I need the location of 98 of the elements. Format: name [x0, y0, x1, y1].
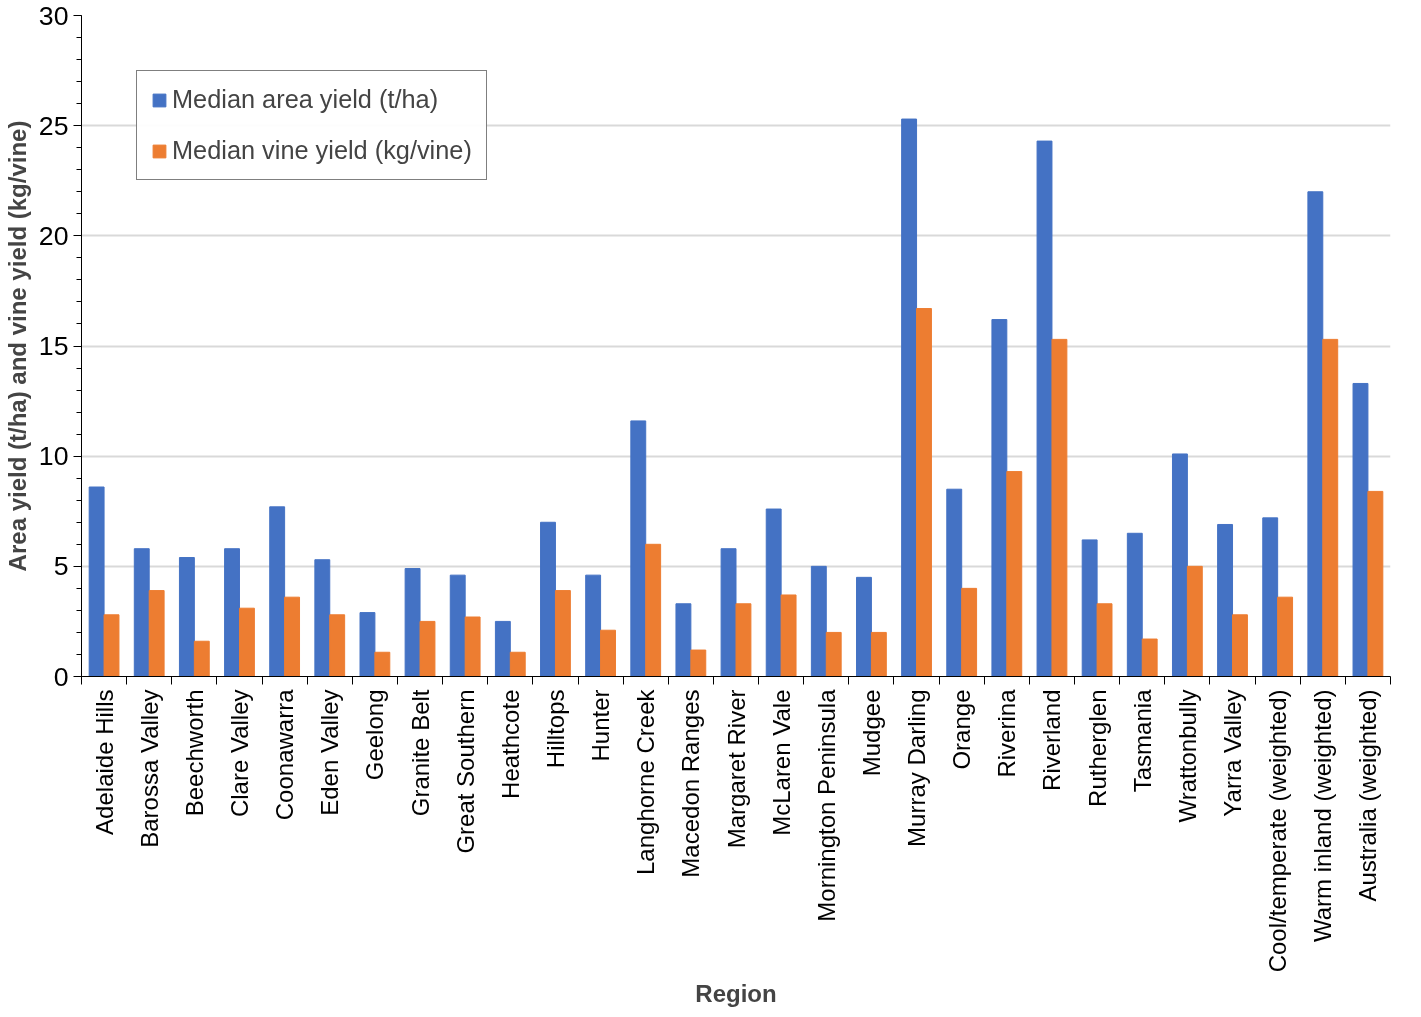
y-tick-label: 10: [38, 441, 69, 472]
bar: [1262, 517, 1279, 677]
legend-label: Median area yield (t/ha): [172, 85, 439, 114]
bar: [178, 557, 195, 677]
bar: [870, 631, 887, 677]
bar: [1081, 539, 1098, 677]
y-tick-label: 15: [38, 331, 69, 361]
y-tick-label: 25: [38, 110, 69, 141]
bar: [600, 629, 616, 677]
x-tick-label: Margaret River: [722, 689, 750, 849]
x-tick-label: McLaren Vale: [767, 689, 795, 836]
x-tick-label: Beechworth: [180, 689, 208, 817]
x-tick-label: Riverland: [1038, 689, 1066, 791]
bar: [224, 548, 240, 677]
x-tick-label: Coonawarra: [271, 688, 299, 821]
bar: [961, 587, 978, 677]
x-tick-label: Adelaide Hills: [90, 689, 118, 835]
bar: [464, 616, 481, 677]
bar: [1171, 453, 1188, 677]
bar: [1096, 603, 1113, 677]
x-tick-label: Murray Darling: [903, 689, 931, 847]
x-tick-label: Wrattonbully: [1173, 689, 1201, 823]
bar: [765, 508, 782, 677]
y-tick-label: 0: [53, 661, 69, 692]
x-tick-label: Eden Valley: [316, 689, 344, 816]
x-tick-label: Yarra Valley: [1219, 689, 1247, 817]
x-tick-label: Langhorne Creek: [632, 688, 660, 875]
x-tick-label: Riverina: [993, 688, 1021, 778]
bar: [1352, 382, 1369, 677]
bar: [1051, 338, 1068, 677]
bar: [1307, 191, 1324, 677]
x-tick-label: Orange: [948, 689, 976, 770]
bar: [494, 620, 511, 677]
bar: [329, 614, 346, 677]
x-tick-label: Clare Valley: [225, 689, 253, 818]
y-tick-label: 20: [38, 220, 69, 251]
legend-label: Median vine yield (kg/vine): [172, 136, 472, 165]
bar: [1141, 638, 1158, 677]
x-tick-label: Barossa Valley: [135, 689, 163, 848]
bar: [1186, 565, 1203, 677]
bar: [359, 612, 376, 677]
x-tick-label: Mornington Peninsula: [812, 688, 840, 922]
x-tick-label: Mudgee: [857, 689, 885, 777]
bar: [284, 596, 301, 677]
bar: [1232, 614, 1248, 677]
bar: [314, 559, 331, 677]
bar: [509, 651, 526, 677]
bar: [1367, 490, 1384, 677]
bar: [1006, 471, 1023, 677]
bar: [1217, 523, 1234, 677]
bar: [690, 649, 707, 677]
bar: [1322, 338, 1339, 677]
bar: [449, 574, 466, 677]
bar: [780, 594, 797, 677]
x-tick-label: Australia (weighted): [1354, 689, 1382, 902]
bar: [645, 543, 662, 677]
bar: [810, 565, 827, 677]
bar: [419, 620, 436, 677]
x-tick-label: Cool/temperate (weighted): [1264, 689, 1292, 973]
bar: [88, 486, 105, 677]
y-axis-title: Area yield (t/ha) and vine yield (kg/vine): [3, 120, 31, 572]
bar: [374, 651, 391, 677]
bar: [735, 603, 752, 677]
x-tick-label: Hilltops: [541, 689, 569, 769]
bar: [554, 590, 571, 677]
bar: [585, 574, 602, 677]
bar: [404, 568, 421, 677]
bar: [630, 420, 647, 677]
x-tick-label: Hunter: [587, 689, 615, 762]
bar: [540, 521, 556, 677]
x-tick-label: Geelong: [361, 689, 389, 781]
bar: [916, 308, 932, 677]
bar: [133, 548, 150, 677]
bar: [1036, 140, 1053, 677]
bar: [720, 548, 737, 677]
bar: [103, 614, 120, 677]
x-tick-label: Heathcote: [496, 689, 524, 799]
x-tick-label: Granite Belt: [406, 689, 434, 817]
x-tick-label: Warm inland (weighted): [1309, 689, 1337, 943]
y-tick-label: 30: [38, 0, 69, 31]
bar: [825, 631, 842, 677]
x-axis-title: Region: [695, 980, 777, 1008]
bar: [901, 118, 918, 677]
bar: [1277, 596, 1294, 677]
x-tick-label: Rutherglen: [1083, 689, 1111, 807]
bar: [856, 576, 872, 677]
bar: [269, 506, 286, 677]
x-tick-label: Tasmania: [1128, 688, 1156, 793]
bar: [148, 590, 165, 677]
bar: [991, 319, 1008, 677]
bar: [675, 603, 692, 677]
x-tick-label: Macedon Ranges: [677, 689, 705, 878]
bar: [193, 640, 210, 677]
bar: [238, 607, 255, 677]
bar: [1126, 532, 1143, 677]
y-tick-label: 5: [53, 551, 69, 582]
x-tick-label: Great Southern: [451, 689, 479, 854]
bar: [946, 488, 963, 677]
